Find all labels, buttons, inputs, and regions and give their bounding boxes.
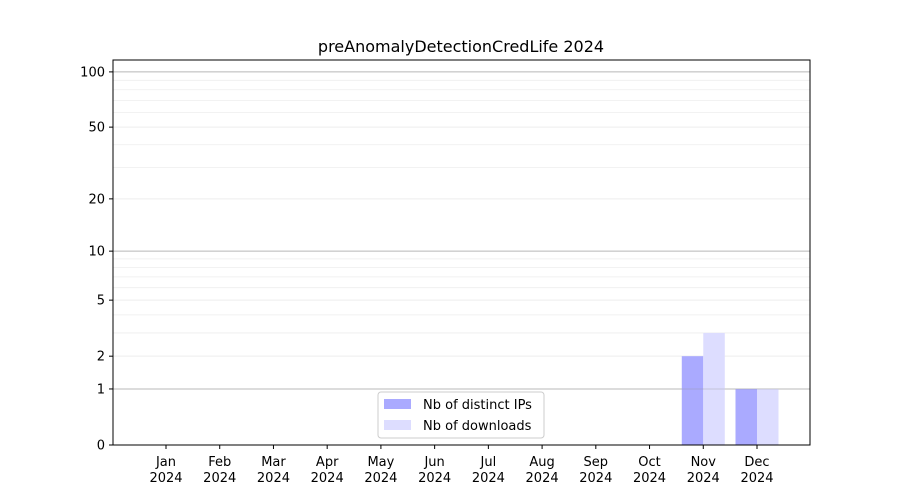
x-tick-label: 2024 <box>740 471 773 486</box>
y-tick-label: 1 <box>97 382 105 397</box>
x-tick-label: 2024 <box>472 471 505 486</box>
x-tick-label: 2024 <box>418 471 451 486</box>
x-tick-label: 2024 <box>526 471 559 486</box>
y-tick-label: 5 <box>97 294 105 309</box>
y-tick-label: 100 <box>80 65 105 80</box>
x-tick-label: 2024 <box>149 471 182 486</box>
x-tick-label: Nov <box>691 455 717 470</box>
bar-distinct-ips <box>681 356 704 445</box>
bar-downloads <box>703 332 725 445</box>
x-tick-label: Mar <box>261 455 286 470</box>
bar-downloads <box>757 388 779 445</box>
y-tick-label: 10 <box>88 245 105 260</box>
x-tick-label: 2024 <box>203 471 236 486</box>
legend-swatch <box>384 420 411 430</box>
x-tick-label: 2024 <box>364 471 397 486</box>
x-tick-label: Feb <box>208 455 231 470</box>
x-tick-label: Apr <box>316 455 339 470</box>
y-tick-label: 20 <box>88 192 105 207</box>
legend-box <box>377 391 545 439</box>
y-tick-label: 50 <box>88 121 105 136</box>
x-tick-label: Oct <box>638 455 660 470</box>
legend-swatch <box>384 399 411 409</box>
legend-label: Nb of distinct IPs <box>423 398 532 413</box>
x-tick-label: 2024 <box>633 471 666 486</box>
legend-label: Nb of downloads <box>423 419 532 434</box>
plot-frame <box>112 59 811 446</box>
y-tick-label: 2 <box>97 350 105 365</box>
x-tick-label: Sep <box>584 455 609 470</box>
x-tick-label: Dec <box>744 455 769 470</box>
x-tick-label: Jun <box>423 455 444 470</box>
x-tick-label: 2024 <box>311 471 344 486</box>
x-tick-label: Jan <box>155 455 176 470</box>
legend: Nb of distinct IPs Nb of downloads <box>377 391 545 439</box>
bar-distinct-ips <box>735 388 757 445</box>
x-tick-label: 2024 <box>687 471 720 486</box>
x-tick-label: May <box>367 455 394 470</box>
x-tick-label: Aug <box>529 455 554 470</box>
x-tick-label: 2024 <box>257 471 290 486</box>
chart-title: preAnomalyDetectionCredLife 2024 <box>318 37 604 56</box>
y-tick-label: 0 <box>97 439 105 454</box>
x-tick-label: Jul <box>480 455 497 470</box>
x-tick-label: 2024 <box>579 471 612 486</box>
